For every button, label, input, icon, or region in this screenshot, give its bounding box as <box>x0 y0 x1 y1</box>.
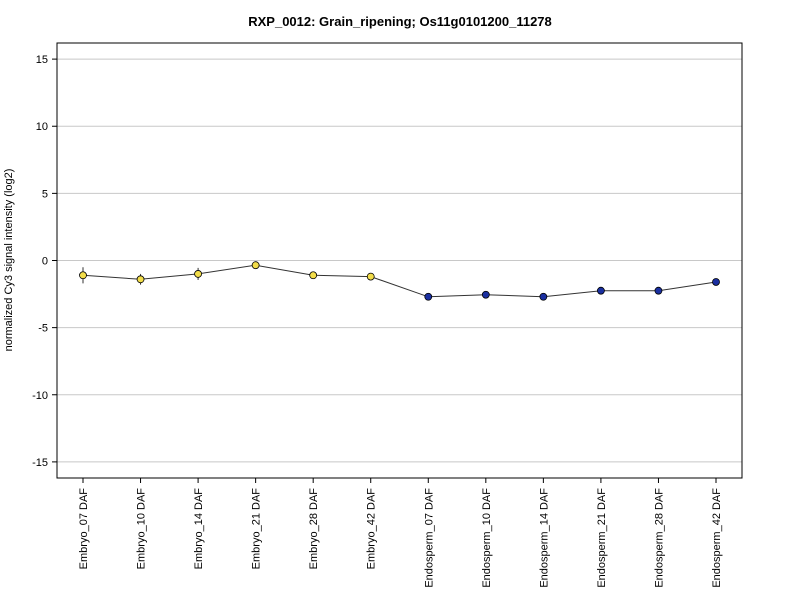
grid-lines <box>57 58 742 463</box>
x-tick-label: Endosperm_14 DAF <box>538 488 550 588</box>
x-tick-label: Endosperm_21 DAF <box>596 488 608 588</box>
data-point <box>194 270 202 278</box>
y-tick-label: -10 <box>32 390 48 402</box>
chart-title: RXP_0012: Grain_ripening; Os11g0101200_1… <box>248 14 552 29</box>
x-tick-label: Embryo_21 DAF <box>251 488 263 570</box>
y-axis: -15 -10 -5 0 5 10 15 <box>32 54 57 469</box>
x-tick-label: Embryo_14 DAF <box>193 488 205 570</box>
data-point <box>597 286 605 295</box>
y-axis-label: normalized Cy3 signal intensity (log2) <box>3 169 15 352</box>
y-tick-label: -5 <box>38 323 48 335</box>
data-point <box>654 286 663 295</box>
series-line <box>82 264 717 298</box>
x-tick-label: Endosperm_42 DAF <box>711 488 723 588</box>
series-group <box>79 261 720 301</box>
plot-frame <box>56 42 743 479</box>
x-tick-label: Endosperm_28 DAF <box>653 488 665 588</box>
y-tick-label: 15 <box>36 54 48 66</box>
data-point <box>136 275 145 284</box>
y-tick-label: 0 <box>42 256 48 268</box>
data-point <box>309 271 318 280</box>
data-point <box>539 292 548 301</box>
data-point <box>481 290 490 299</box>
x-tick-label: Endosperm_07 DAF <box>423 488 435 588</box>
y-tick-label: -15 <box>32 457 48 469</box>
data-point <box>366 272 375 281</box>
data-point <box>251 261 260 270</box>
y-tick-label: 5 <box>42 188 48 200</box>
data-point <box>424 292 433 301</box>
data-point <box>712 278 720 286</box>
x-tick-label: Embryo_28 DAF <box>308 488 320 570</box>
x-axis: Embryo_07 DAF Embryo_10 DAF Embryo_14 DAF E… <box>78 478 723 588</box>
x-tick-label: Embryo_07 DAF <box>78 488 90 570</box>
y-tick-label: 10 <box>36 121 48 133</box>
x-tick-label: Endosperm_10 DAF <box>481 488 493 588</box>
x-tick-label: Embryo_42 DAF <box>366 488 378 570</box>
data-point <box>79 271 87 280</box>
x-tick-label: Embryo_10 DAF <box>136 488 148 570</box>
